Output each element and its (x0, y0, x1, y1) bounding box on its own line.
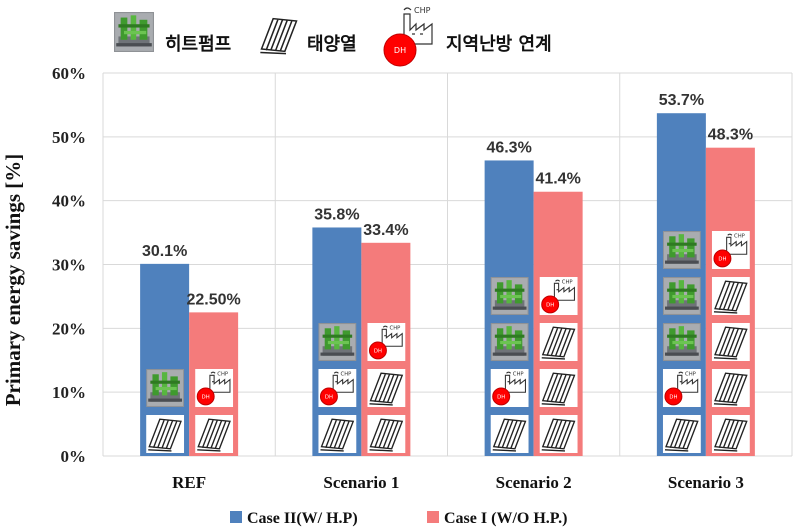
y-tick-label: 60% (52, 64, 86, 83)
category-label: Scenario 3 (668, 473, 744, 492)
legend-swatch-case1 (427, 511, 439, 523)
solar-thermal-icon (711, 368, 750, 408)
solar-thermal-icon (711, 322, 750, 362)
y-tick-label: 0% (61, 447, 87, 466)
district-heating-icon (318, 368, 357, 408)
y-tick-label: 10% (52, 383, 86, 402)
district-heating-icon (711, 230, 750, 270)
data-label: 30.1% (142, 243, 187, 260)
district-heating-icon (662, 368, 701, 408)
heat-pump-label: 히트펌프 (165, 34, 231, 55)
y-tick-label: 50% (52, 128, 86, 147)
solar-thermal-icon (539, 368, 578, 408)
data-labels: 30.1% 35.8% 46.3% 53.7% 22.50% 33.4% 41.4% 48.3… (142, 92, 753, 308)
district-heating-icon: CHP DH (380, 6, 440, 72)
data-label: 35.8% (314, 206, 359, 223)
legend-label-case2: Case II(W/ H.P) (247, 510, 358, 527)
solar-thermal-label: 태양열 (307, 34, 357, 55)
district-heating-icon (490, 368, 529, 408)
y-tick-label: 30% (52, 256, 86, 275)
y-tick-label: 40% (52, 192, 86, 211)
solar-thermal-icon (539, 414, 578, 454)
y-tick-label: 20% (52, 319, 86, 338)
x-axis-categories: REF Scenario 1 Scenario 2 Scenario 3 (172, 473, 744, 492)
top-legend: 히트펌프 태양열 CHP DH 지역난방 연계 (114, 6, 552, 72)
heat-pump-icon (662, 277, 701, 315)
plot-area: 0% 10% 20% 30% 40% 50% 60% REF Scenario 1 Scenar… (52, 64, 793, 492)
y-axis-title: Primary energy savings [%] (1, 154, 25, 407)
heat-pump-icon (662, 323, 701, 361)
solar-thermal-icon (662, 414, 701, 454)
heat-pump-icon (114, 12, 154, 52)
category-label: Scenario 1 (323, 473, 399, 492)
series-legend: Case II(W/ H.P) Case I (W/O H.P.) (230, 510, 567, 527)
data-label: 53.7% (659, 92, 704, 109)
data-label: 22.50% (186, 291, 240, 308)
heat-pump-icon (490, 323, 529, 361)
legend-label-case1: Case I (W/O H.P.) (444, 510, 567, 527)
solar-thermal-icon (490, 414, 529, 454)
solar-thermal-icon (539, 322, 578, 362)
dh-badge-text: DH (394, 46, 406, 55)
district-heating-label: 지역난방 연계 (446, 34, 552, 55)
solar-thermal-icon (258, 13, 300, 57)
y-axis-ticks: 0% 10% 20% 30% 40% 50% 60% (52, 64, 86, 466)
solar-thermal-icon (195, 414, 234, 454)
category-label: REF (172, 473, 206, 492)
heat-pump-icon (318, 323, 357, 361)
data-label: 41.4% (535, 171, 580, 188)
solar-thermal-icon (146, 414, 185, 454)
solar-thermal-icon (367, 414, 406, 454)
solar-thermal-icon (318, 414, 357, 454)
chp-badge-text: CHP (414, 6, 431, 15)
district-heating-icon (539, 276, 578, 316)
heat-pump-icon (662, 231, 701, 269)
data-label: 33.4% (363, 222, 408, 239)
district-heating-icon (367, 322, 406, 362)
solar-thermal-icon (711, 276, 750, 316)
category-label: Scenario 2 (496, 473, 572, 492)
solar-thermal-icon (711, 414, 750, 454)
heat-pump-icon (146, 369, 185, 407)
solar-thermal-icon (367, 368, 406, 408)
data-label: 48.3% (708, 127, 753, 144)
legend-swatch-case2 (230, 511, 242, 523)
data-label: 46.3% (486, 139, 531, 156)
district-heating-icon (195, 368, 234, 408)
heat-pump-icon (490, 277, 529, 315)
